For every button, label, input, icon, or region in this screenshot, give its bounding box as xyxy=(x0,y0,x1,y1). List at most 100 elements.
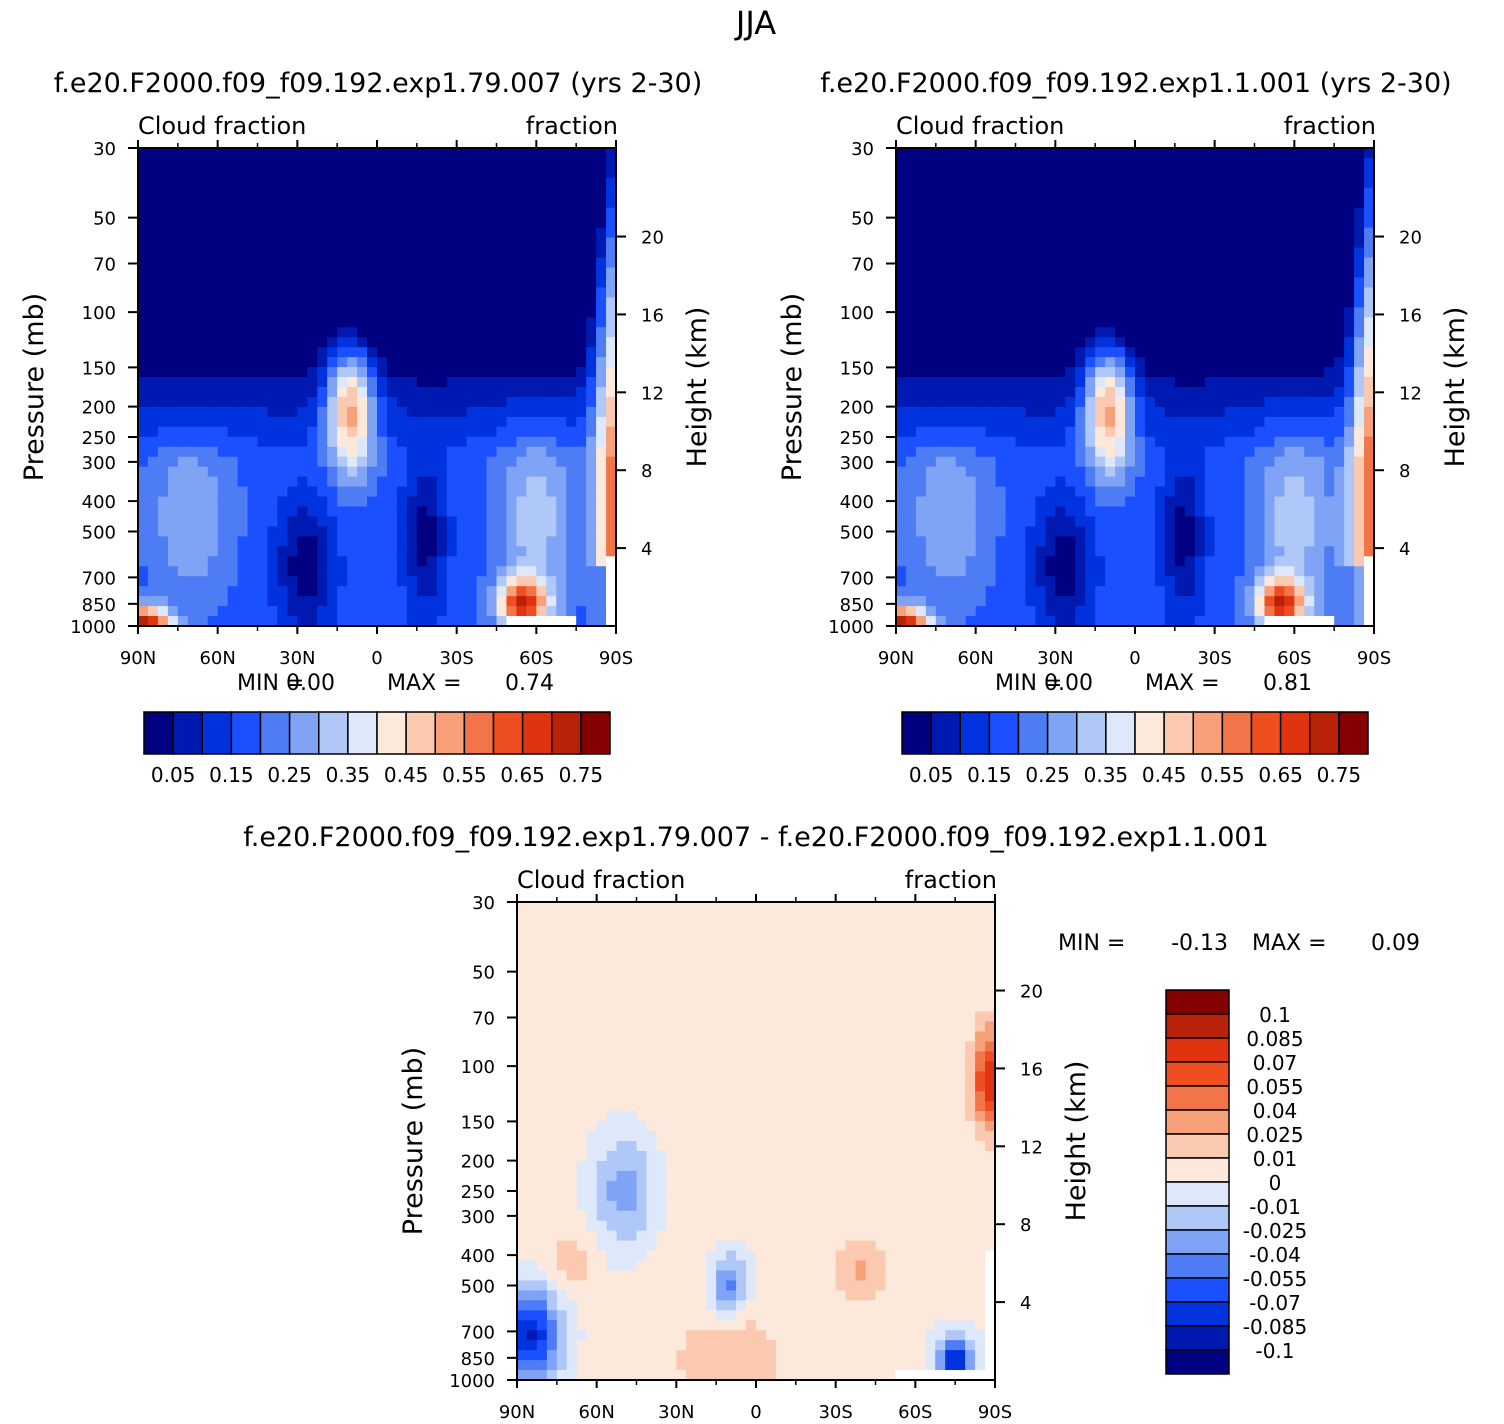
heatmap-cell xyxy=(1174,466,1186,478)
heatmap-cell xyxy=(1244,456,1256,468)
heatmap-cell xyxy=(456,227,468,239)
heatmap-cell xyxy=(506,277,518,289)
heatmap-cell xyxy=(556,456,567,468)
heatmap-cell xyxy=(1174,217,1186,229)
heatmap-cell xyxy=(526,516,537,528)
heatmap-cell xyxy=(277,197,288,209)
heatmap-cell xyxy=(396,596,408,607)
heatmap-cell xyxy=(516,546,527,557)
heatmap-cell xyxy=(506,237,518,249)
heatmap-cell xyxy=(207,556,219,567)
heatmap-cell xyxy=(426,546,438,557)
heatmap-cell xyxy=(1135,377,1146,388)
heatmap-cell xyxy=(287,227,298,239)
heatmap-cell xyxy=(506,616,518,627)
heatmap-cell xyxy=(496,177,508,189)
heatmap-cell xyxy=(456,396,468,408)
heatmap-cell xyxy=(1065,616,1076,627)
heatmap-cell xyxy=(377,167,388,179)
heatmap-cell xyxy=(1324,257,1335,269)
heatmap-cell xyxy=(1284,227,1295,239)
heatmap-cell xyxy=(486,526,498,537)
heatmap-cell xyxy=(157,347,169,358)
heatmap-cell xyxy=(1334,506,1345,518)
heatmap-cell xyxy=(416,317,428,328)
heatmap-cell xyxy=(1115,197,1126,209)
heatmap-cell xyxy=(1244,596,1256,607)
heatmap-cell xyxy=(347,396,358,408)
heatmap-cell xyxy=(606,446,617,458)
heatmap-cell xyxy=(596,516,607,528)
heatmap-cell xyxy=(1154,337,1166,348)
heatmap-cell xyxy=(875,941,887,953)
heatmap-cell xyxy=(995,436,1007,448)
heatmap-cell xyxy=(1105,327,1116,338)
heatmap-cell xyxy=(217,456,229,468)
heatmap-cell xyxy=(496,227,508,239)
heatmap-cell xyxy=(357,596,368,607)
heatmap-cell xyxy=(925,396,937,408)
heatmap-cell xyxy=(1164,616,1176,627)
heatmap-cell xyxy=(1184,217,1196,229)
heatmap-cell xyxy=(1095,177,1106,189)
heatmap-cell xyxy=(207,197,219,209)
panel-difference: f.e20.F2000.f09_f09.192.exp1.79.007 - f.… xyxy=(243,822,1269,1423)
heatmap-cell xyxy=(606,606,617,617)
heatmap-cell xyxy=(207,486,219,498)
heatmap-cell xyxy=(1135,357,1146,368)
heatmap-cell xyxy=(1065,426,1076,438)
heatmap-cell xyxy=(456,177,468,189)
heatmap-cell xyxy=(496,217,508,229)
heatmap-cell xyxy=(287,466,298,478)
heatmap-cell xyxy=(297,267,308,279)
heatmap-cell xyxy=(197,486,209,498)
heatmap-cell xyxy=(277,456,288,468)
heatmap-cell xyxy=(1005,456,1017,468)
heatmap-cell xyxy=(138,546,149,557)
heatmap-cell xyxy=(406,317,418,328)
heatmap-cell xyxy=(157,237,169,249)
heatmap-cell xyxy=(1284,516,1295,528)
heatmap-cell xyxy=(1324,367,1335,378)
heatmap-cell xyxy=(955,496,967,508)
heatmap-cell xyxy=(436,257,448,269)
heatmap-cell xyxy=(1095,287,1106,298)
heatmap-cell xyxy=(1184,287,1196,298)
heatmap-cell xyxy=(516,177,527,189)
heatmap-cell xyxy=(347,406,358,418)
heatmap-cell xyxy=(1065,476,1076,488)
heatmap-cell xyxy=(955,556,967,567)
heatmap-cell xyxy=(905,476,917,488)
heatmap-cell xyxy=(1065,436,1076,448)
heatmap-cell xyxy=(995,227,1007,239)
heatmap-cell xyxy=(337,526,348,537)
heatmap-cell xyxy=(805,921,817,933)
heatmap-cell xyxy=(277,277,288,289)
heatmap-cell xyxy=(1015,387,1027,398)
heatmap-cell xyxy=(1105,486,1116,498)
heatmap-cell xyxy=(187,456,199,468)
heatmap-cell xyxy=(227,257,239,269)
heatmap-cell xyxy=(1234,267,1246,279)
heatmap-cell xyxy=(287,207,298,219)
heatmap-cell xyxy=(1055,267,1066,279)
heatmap-cell xyxy=(915,227,927,239)
heatmap-cell xyxy=(257,307,269,318)
heatmap-cell xyxy=(1314,297,1325,308)
heatmap-cell xyxy=(446,556,458,567)
heatmap-cell xyxy=(1354,436,1365,448)
heatmap-cell xyxy=(317,287,328,298)
y-tick-label: 70 xyxy=(93,255,116,276)
heatmap-cell xyxy=(386,267,398,279)
heatmap-cell xyxy=(1354,177,1365,189)
heatmap-cell xyxy=(576,596,587,607)
heatmap-cell xyxy=(536,476,547,488)
heatmap-cell xyxy=(1284,237,1295,249)
heatmap-cell xyxy=(1224,357,1236,368)
heatmap-cell xyxy=(1075,157,1086,169)
heatmap-cell xyxy=(466,197,478,209)
heatmap-cell xyxy=(935,297,947,308)
heatmap-cell xyxy=(1264,456,1276,468)
heatmap-cell xyxy=(1294,396,1305,408)
heatmap-cell xyxy=(227,536,239,547)
